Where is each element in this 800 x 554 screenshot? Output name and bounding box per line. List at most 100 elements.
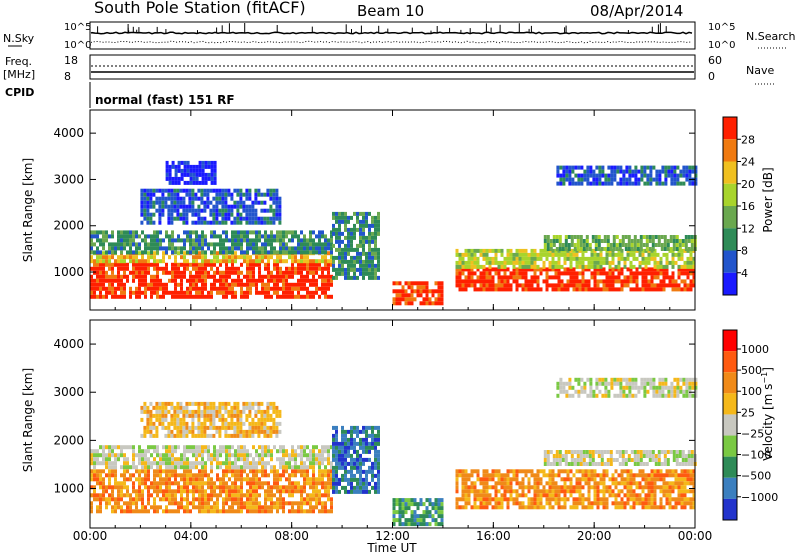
scatter-cell (623, 283, 627, 288)
scatter-cell (341, 231, 344, 236)
scatter-cell (222, 497, 225, 502)
scatter-cell (509, 252, 513, 257)
scatter-cell (297, 505, 300, 510)
scatter-cell (269, 413, 273, 418)
scatter-cell (344, 465, 347, 470)
scatter-cell (494, 493, 498, 498)
scatter-cell (251, 204, 255, 209)
scatter-cell (312, 242, 315, 247)
scatter-cell (143, 401, 147, 406)
scatter-cell (255, 473, 258, 478)
scatter-cell (554, 489, 558, 494)
scatter-cell (260, 417, 264, 422)
scatter-cell (273, 262, 276, 267)
scatter-cell (419, 522, 423, 527)
scatter-cell (512, 477, 516, 482)
scatter-cell (545, 493, 549, 498)
scatter-cell (374, 267, 377, 272)
scatter-cell (129, 294, 132, 299)
scatter-cell (258, 278, 261, 283)
scatter-cell (153, 461, 156, 466)
scatter-cell (171, 493, 174, 498)
scatter-cell (117, 282, 120, 287)
scatter-cell (212, 196, 216, 201)
scatter-cell (203, 409, 207, 414)
scatter-cell (111, 493, 114, 498)
scatter-cell (673, 177, 677, 182)
scatter-cell (138, 274, 141, 279)
scatter-cell (512, 469, 516, 474)
scatter-cell (309, 481, 312, 486)
scatter-cell (180, 485, 183, 490)
scatter-cell (159, 473, 162, 478)
scatter-cell (123, 481, 126, 486)
scatter-cell (374, 485, 377, 490)
scatter-cell (297, 238, 300, 243)
scatter-cell (587, 256, 591, 261)
scatter-cell (558, 239, 562, 243)
scatter-cell (171, 246, 174, 251)
scatter-cell (144, 465, 147, 470)
scatter-cell (350, 489, 353, 494)
scatter-cell (123, 238, 126, 243)
scatter-cell (315, 234, 318, 239)
colorbar-segment (723, 250, 737, 273)
scatter-cell (204, 501, 207, 506)
scatter-cell (467, 477, 471, 482)
scatter-cell (198, 286, 201, 291)
scatter-cell (658, 181, 662, 186)
scatter-cell (267, 449, 270, 454)
scatter-cell (251, 220, 255, 225)
scatter-cell (398, 293, 402, 298)
scatter-cell (506, 252, 510, 257)
scatter-cell (419, 293, 423, 298)
scatter-cell (309, 485, 312, 490)
scatter-cell (549, 239, 553, 243)
scatter-cell (168, 453, 171, 458)
scatter-cell (614, 264, 618, 269)
scatter-cell (291, 493, 294, 498)
scatter-cell (377, 227, 380, 232)
scatter-cell (165, 282, 168, 287)
scatter-cell (368, 223, 371, 228)
scatter-cell (671, 260, 675, 265)
scatter-cell (626, 256, 630, 261)
scatter-cell (192, 286, 195, 291)
scatter-cell (201, 270, 204, 275)
scatter-cell (159, 481, 162, 486)
scatter-cell (215, 425, 219, 430)
scatter-cell (185, 429, 189, 434)
scatter-cell (108, 278, 111, 283)
scatter-cell (551, 287, 555, 292)
scatter-cell (596, 260, 600, 265)
scatter-cell (592, 177, 596, 182)
scatter-cell (569, 260, 573, 265)
scatter-cell (267, 505, 270, 510)
scatter-cell (275, 433, 279, 438)
scatter-cell (212, 433, 216, 438)
scatter-cell (141, 469, 144, 474)
scatter-cell (318, 509, 321, 514)
scatter-cell (694, 177, 698, 182)
scatter-cell (362, 239, 365, 244)
scatter-cell (330, 255, 333, 260)
scatter-cell (230, 417, 234, 422)
scatter-cell (242, 429, 246, 434)
scatter-cell (338, 251, 341, 256)
scatter-cell (156, 282, 159, 287)
scatter-cell (365, 211, 368, 216)
scatter-cell (649, 177, 653, 182)
scatter-cell (614, 287, 618, 292)
scatter-cell (99, 497, 102, 502)
scatter-cell (120, 250, 123, 255)
scatter-cell (158, 401, 162, 406)
scatter-cell (213, 255, 216, 260)
scatter-cell (309, 477, 312, 482)
scatter-cell (630, 239, 634, 243)
scatter-cell (500, 477, 504, 482)
scatter-cell (365, 485, 368, 490)
scatter-cell (353, 235, 356, 240)
scatter-cell (96, 497, 99, 502)
scatter-cell (356, 219, 359, 224)
scatter-cell (611, 283, 615, 288)
